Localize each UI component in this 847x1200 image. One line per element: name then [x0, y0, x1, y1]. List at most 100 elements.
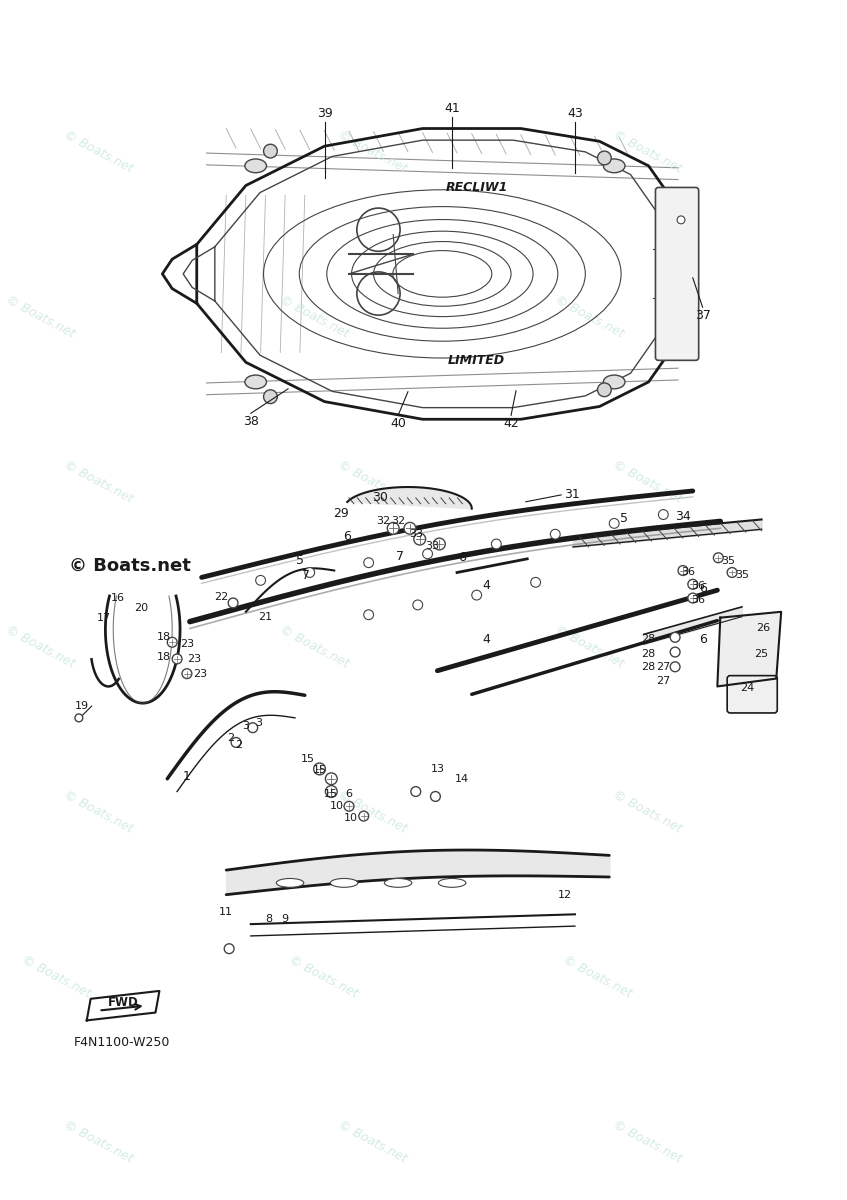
Text: 42: 42 — [503, 416, 519, 430]
Text: © Boats.net: © Boats.net — [3, 294, 77, 341]
Text: © Boats.net: © Boats.net — [62, 128, 135, 175]
Text: 8: 8 — [265, 914, 272, 924]
Ellipse shape — [603, 376, 625, 389]
Text: 1: 1 — [183, 770, 191, 784]
Circle shape — [678, 565, 688, 576]
Text: 5: 5 — [296, 554, 304, 568]
Circle shape — [313, 763, 325, 775]
Circle shape — [224, 943, 234, 954]
Circle shape — [404, 522, 416, 534]
Text: © Boats.net: © Boats.net — [611, 1118, 684, 1166]
Text: 18: 18 — [158, 652, 171, 662]
Circle shape — [263, 390, 277, 403]
Text: 20: 20 — [134, 602, 148, 613]
Polygon shape — [347, 487, 472, 509]
Circle shape — [670, 632, 680, 642]
Text: 10: 10 — [330, 802, 344, 811]
Text: 25: 25 — [755, 649, 768, 659]
Text: 32: 32 — [376, 516, 390, 527]
Text: 28: 28 — [641, 661, 656, 672]
Circle shape — [472, 590, 482, 600]
Text: 35: 35 — [721, 556, 735, 565]
Text: 41: 41 — [445, 102, 460, 115]
Circle shape — [423, 548, 433, 559]
Text: © Boats.net: © Boats.net — [278, 624, 352, 671]
Text: 3: 3 — [242, 721, 249, 731]
FancyBboxPatch shape — [656, 187, 699, 360]
Text: © Boats.net: © Boats.net — [278, 294, 352, 341]
Circle shape — [551, 529, 560, 539]
Polygon shape — [717, 612, 781, 686]
Text: 26: 26 — [756, 623, 771, 632]
Text: 22: 22 — [214, 592, 229, 602]
Circle shape — [363, 610, 374, 619]
Circle shape — [167, 637, 177, 647]
Text: 24: 24 — [739, 684, 754, 694]
Text: © Boats.net: © Boats.net — [611, 458, 684, 505]
Circle shape — [182, 668, 191, 678]
Circle shape — [387, 522, 399, 534]
Text: 38: 38 — [243, 415, 258, 427]
Text: 19: 19 — [75, 701, 89, 712]
Text: 32: 32 — [391, 516, 405, 527]
Text: 21: 21 — [258, 612, 273, 622]
Text: 7: 7 — [302, 569, 310, 582]
Circle shape — [677, 216, 685, 223]
Circle shape — [344, 802, 354, 811]
Text: © Boats.net: © Boats.net — [336, 788, 409, 836]
Text: © Boats.net: © Boats.net — [62, 1118, 135, 1166]
Text: 29: 29 — [333, 508, 349, 520]
Text: © Boats.net: © Boats.net — [336, 1118, 409, 1166]
Circle shape — [597, 383, 612, 397]
Text: 36: 36 — [690, 595, 705, 605]
Text: © Boats.net: © Boats.net — [20, 954, 93, 1001]
Text: 28: 28 — [641, 649, 656, 659]
Text: 13: 13 — [430, 764, 445, 774]
Ellipse shape — [245, 376, 267, 389]
Text: © Boats.net: © Boats.net — [611, 788, 684, 836]
Text: 3: 3 — [255, 718, 262, 727]
Circle shape — [228, 598, 238, 608]
Text: 2: 2 — [228, 732, 235, 743]
Text: © Boats.net: © Boats.net — [552, 624, 626, 671]
Text: 15: 15 — [313, 764, 327, 775]
Text: 7: 7 — [396, 551, 404, 563]
Text: 35: 35 — [735, 570, 749, 581]
Text: 36: 36 — [690, 581, 705, 592]
Text: © Boats.net: © Boats.net — [62, 788, 135, 836]
Text: 16: 16 — [111, 593, 125, 604]
Circle shape — [658, 510, 668, 520]
Text: 34: 34 — [675, 510, 691, 523]
Text: 10: 10 — [344, 814, 358, 823]
Text: 37: 37 — [695, 308, 711, 322]
Circle shape — [728, 568, 737, 577]
Circle shape — [713, 553, 723, 563]
Text: 9: 9 — [281, 914, 289, 924]
Circle shape — [491, 539, 501, 548]
Text: 40: 40 — [390, 416, 406, 430]
Text: 33: 33 — [425, 541, 440, 551]
Ellipse shape — [603, 158, 625, 173]
Text: 23: 23 — [186, 654, 201, 664]
Circle shape — [411, 787, 421, 797]
Text: 2: 2 — [235, 740, 242, 750]
Text: 4: 4 — [483, 632, 490, 646]
Text: 43: 43 — [567, 107, 583, 120]
Text: 15: 15 — [324, 790, 338, 799]
Text: 6: 6 — [699, 582, 706, 595]
Text: 15: 15 — [301, 754, 315, 764]
Circle shape — [434, 538, 446, 550]
Text: 17: 17 — [97, 613, 110, 623]
Text: F4N1100-W250: F4N1100-W250 — [74, 1036, 170, 1049]
Text: 5: 5 — [620, 512, 628, 524]
Text: © Boats.net: © Boats.net — [62, 458, 135, 505]
Text: © Boats.net: © Boats.net — [3, 624, 77, 671]
Text: © Boats.net: © Boats.net — [336, 128, 409, 175]
Text: © Boats.net: © Boats.net — [336, 458, 409, 505]
Circle shape — [325, 773, 337, 785]
Text: 6: 6 — [346, 790, 352, 799]
Text: © Boats.net: © Boats.net — [286, 954, 360, 1001]
Circle shape — [609, 518, 619, 528]
Text: FWD: FWD — [108, 996, 138, 1009]
FancyBboxPatch shape — [728, 676, 778, 713]
